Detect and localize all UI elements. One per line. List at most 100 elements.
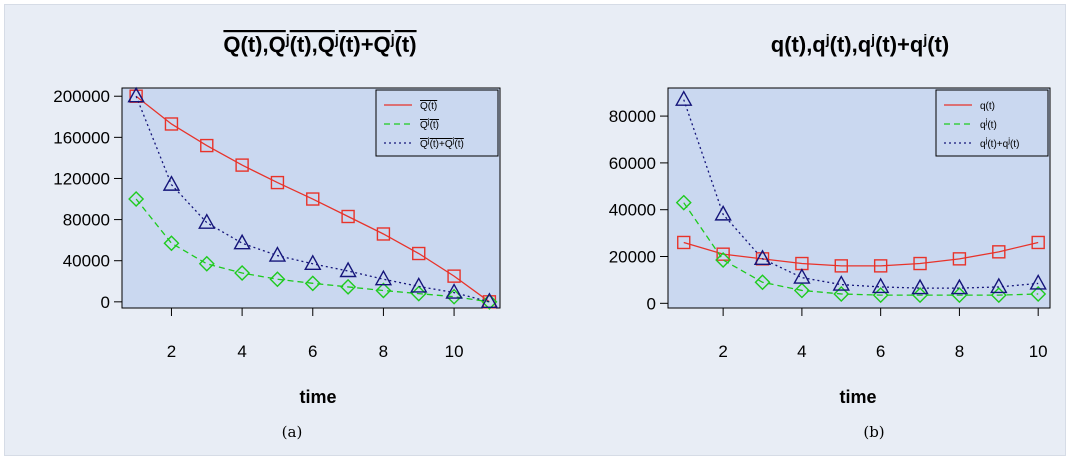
x-tick-label: 4 bbox=[797, 342, 806, 361]
data-point bbox=[445, 283, 463, 299]
data-point bbox=[341, 209, 355, 224]
data-point bbox=[753, 249, 772, 266]
data-point bbox=[834, 259, 848, 273]
y-tick-label: 40000 bbox=[609, 201, 656, 220]
data-point bbox=[269, 271, 286, 288]
series-line bbox=[683, 99, 1039, 289]
data-point bbox=[163, 235, 180, 252]
legend-entry: Qj(t) bbox=[420, 117, 439, 132]
data-point bbox=[714, 204, 732, 221]
data-point bbox=[1029, 273, 1047, 290]
x-axis-label: time bbox=[299, 387, 336, 407]
data-point bbox=[234, 265, 251, 282]
data-point bbox=[675, 194, 692, 211]
y-tick-label: 80000 bbox=[63, 211, 110, 230]
figure-caption: (a) bbox=[282, 423, 303, 441]
data-point bbox=[164, 117, 179, 131]
y-tick-label: 60000 bbox=[609, 154, 656, 173]
data-point bbox=[480, 292, 499, 309]
data-point bbox=[198, 255, 215, 272]
data-point bbox=[376, 227, 391, 241]
data-point bbox=[374, 269, 393, 286]
chart-panel-a: Q(t),Qj(t),Qj(t)+Qj(t) 0 40000 80000 120000 1… bbox=[53, 31, 501, 441]
y-tick-label: 80000 bbox=[609, 107, 656, 126]
data-point bbox=[793, 268, 811, 284]
data-point bbox=[990, 277, 1008, 294]
data-point bbox=[304, 254, 322, 270]
x-tick-label: 8 bbox=[379, 342, 388, 361]
x-tick-label: 6 bbox=[876, 342, 885, 361]
data-point bbox=[306, 192, 320, 206]
data-point bbox=[992, 245, 1006, 259]
legend-box bbox=[935, 89, 1049, 157]
series-1 bbox=[128, 191, 498, 310]
data-point bbox=[128, 191, 145, 208]
x-tick-label: 4 bbox=[237, 342, 246, 361]
data-point bbox=[235, 158, 249, 172]
x-axis-label: time bbox=[839, 387, 876, 407]
data-point bbox=[304, 275, 321, 292]
x-tick-label: 10 bbox=[445, 342, 464, 361]
legend-entry: q(t) bbox=[980, 101, 995, 112]
y-tick-label: 0 bbox=[101, 293, 110, 312]
chart-title: q(t),qj(t),qj(t)+qj(t) bbox=[771, 31, 949, 57]
data-point bbox=[715, 252, 732, 269]
legend: Q(t) Qj(t) Qj(t)+Qj(t) bbox=[375, 89, 499, 157]
data-point bbox=[833, 285, 850, 302]
data-point bbox=[873, 259, 888, 273]
series-2 bbox=[127, 86, 499, 309]
data-point bbox=[481, 293, 498, 310]
x-tick-label: 2 bbox=[167, 342, 176, 361]
data-point bbox=[716, 247, 730, 261]
x-tick-label: 8 bbox=[955, 342, 964, 361]
data-point bbox=[375, 282, 392, 299]
data-point bbox=[410, 276, 428, 293]
data-point bbox=[268, 246, 287, 262]
series-line bbox=[135, 95, 490, 303]
data-point bbox=[832, 275, 850, 291]
x-tick-label: 2 bbox=[718, 342, 727, 361]
series-2 bbox=[675, 90, 1047, 295]
data-point bbox=[950, 278, 969, 295]
legend-entry: Qj(t)+Qj(t) bbox=[420, 136, 464, 151]
data-point bbox=[162, 175, 181, 191]
data-point bbox=[233, 233, 251, 250]
data-point bbox=[340, 278, 357, 295]
data-point bbox=[952, 252, 967, 266]
y-tick-label: 20000 bbox=[609, 248, 656, 267]
data-point bbox=[754, 274, 771, 291]
data-point bbox=[1030, 285, 1047, 302]
data-point bbox=[913, 256, 927, 271]
legend-box bbox=[375, 89, 499, 157]
figure-caption: (b) bbox=[863, 423, 884, 441]
data-point bbox=[677, 235, 691, 250]
data-point bbox=[270, 175, 285, 190]
series-line bbox=[135, 198, 490, 303]
y-tick-label: 120000 bbox=[53, 169, 110, 188]
series-line bbox=[683, 202, 1039, 296]
series-line bbox=[683, 241, 1039, 267]
data-point bbox=[675, 90, 693, 106]
legend-entry: qj(t) bbox=[980, 117, 997, 132]
chart-title: Q(t),Qj(t),Qj(t)+Qj(t) bbox=[223, 31, 416, 57]
legend-entry: qj(t)+qj(t) bbox=[980, 136, 1019, 151]
data-point bbox=[412, 246, 426, 261]
y-tick-label: 200000 bbox=[53, 87, 110, 106]
data-point bbox=[198, 213, 216, 229]
y-tick-label: 160000 bbox=[53, 128, 110, 147]
data-point bbox=[911, 278, 929, 295]
data-point bbox=[793, 282, 810, 299]
data-point bbox=[127, 86, 145, 103]
data-point bbox=[1031, 235, 1045, 250]
y-tick-label: 0 bbox=[647, 294, 656, 313]
data-point bbox=[951, 287, 968, 304]
data-point bbox=[200, 138, 214, 153]
data-point bbox=[339, 261, 357, 278]
legend-entry: Q(t) bbox=[420, 101, 437, 112]
data-point bbox=[447, 269, 461, 283]
chart-panel-b: q(t),qj(t),qj(t)+qj(t) 0 20000 40000 60000 80… bbox=[609, 31, 1051, 441]
series-0 bbox=[677, 235, 1045, 273]
series-line bbox=[135, 95, 490, 303]
y-tick-label: 40000 bbox=[63, 252, 110, 271]
